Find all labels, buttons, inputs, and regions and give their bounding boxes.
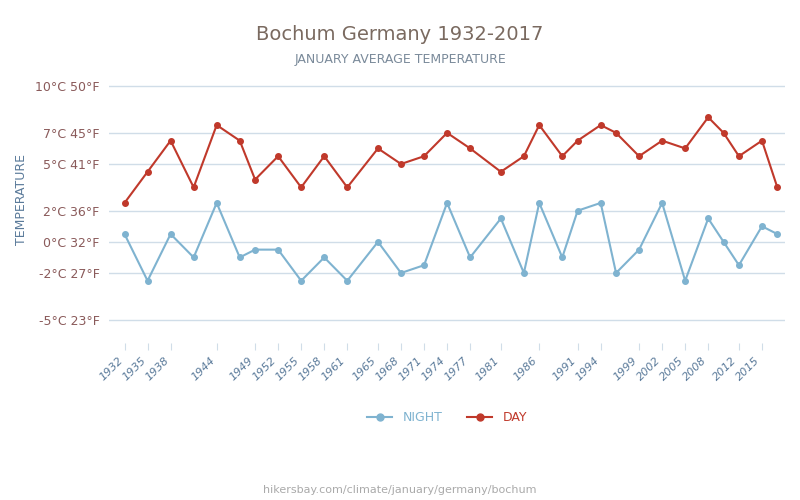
Y-axis label: TEMPERATURE: TEMPERATURE: [15, 154, 28, 244]
Text: hikersbay.com/climate/january/germany/bochum: hikersbay.com/climate/january/germany/bo…: [263, 485, 537, 495]
Text: JANUARY AVERAGE TEMPERATURE: JANUARY AVERAGE TEMPERATURE: [294, 52, 506, 66]
Legend: NIGHT, DAY: NIGHT, DAY: [362, 406, 532, 429]
Text: Bochum Germany 1932-2017: Bochum Germany 1932-2017: [256, 25, 544, 44]
